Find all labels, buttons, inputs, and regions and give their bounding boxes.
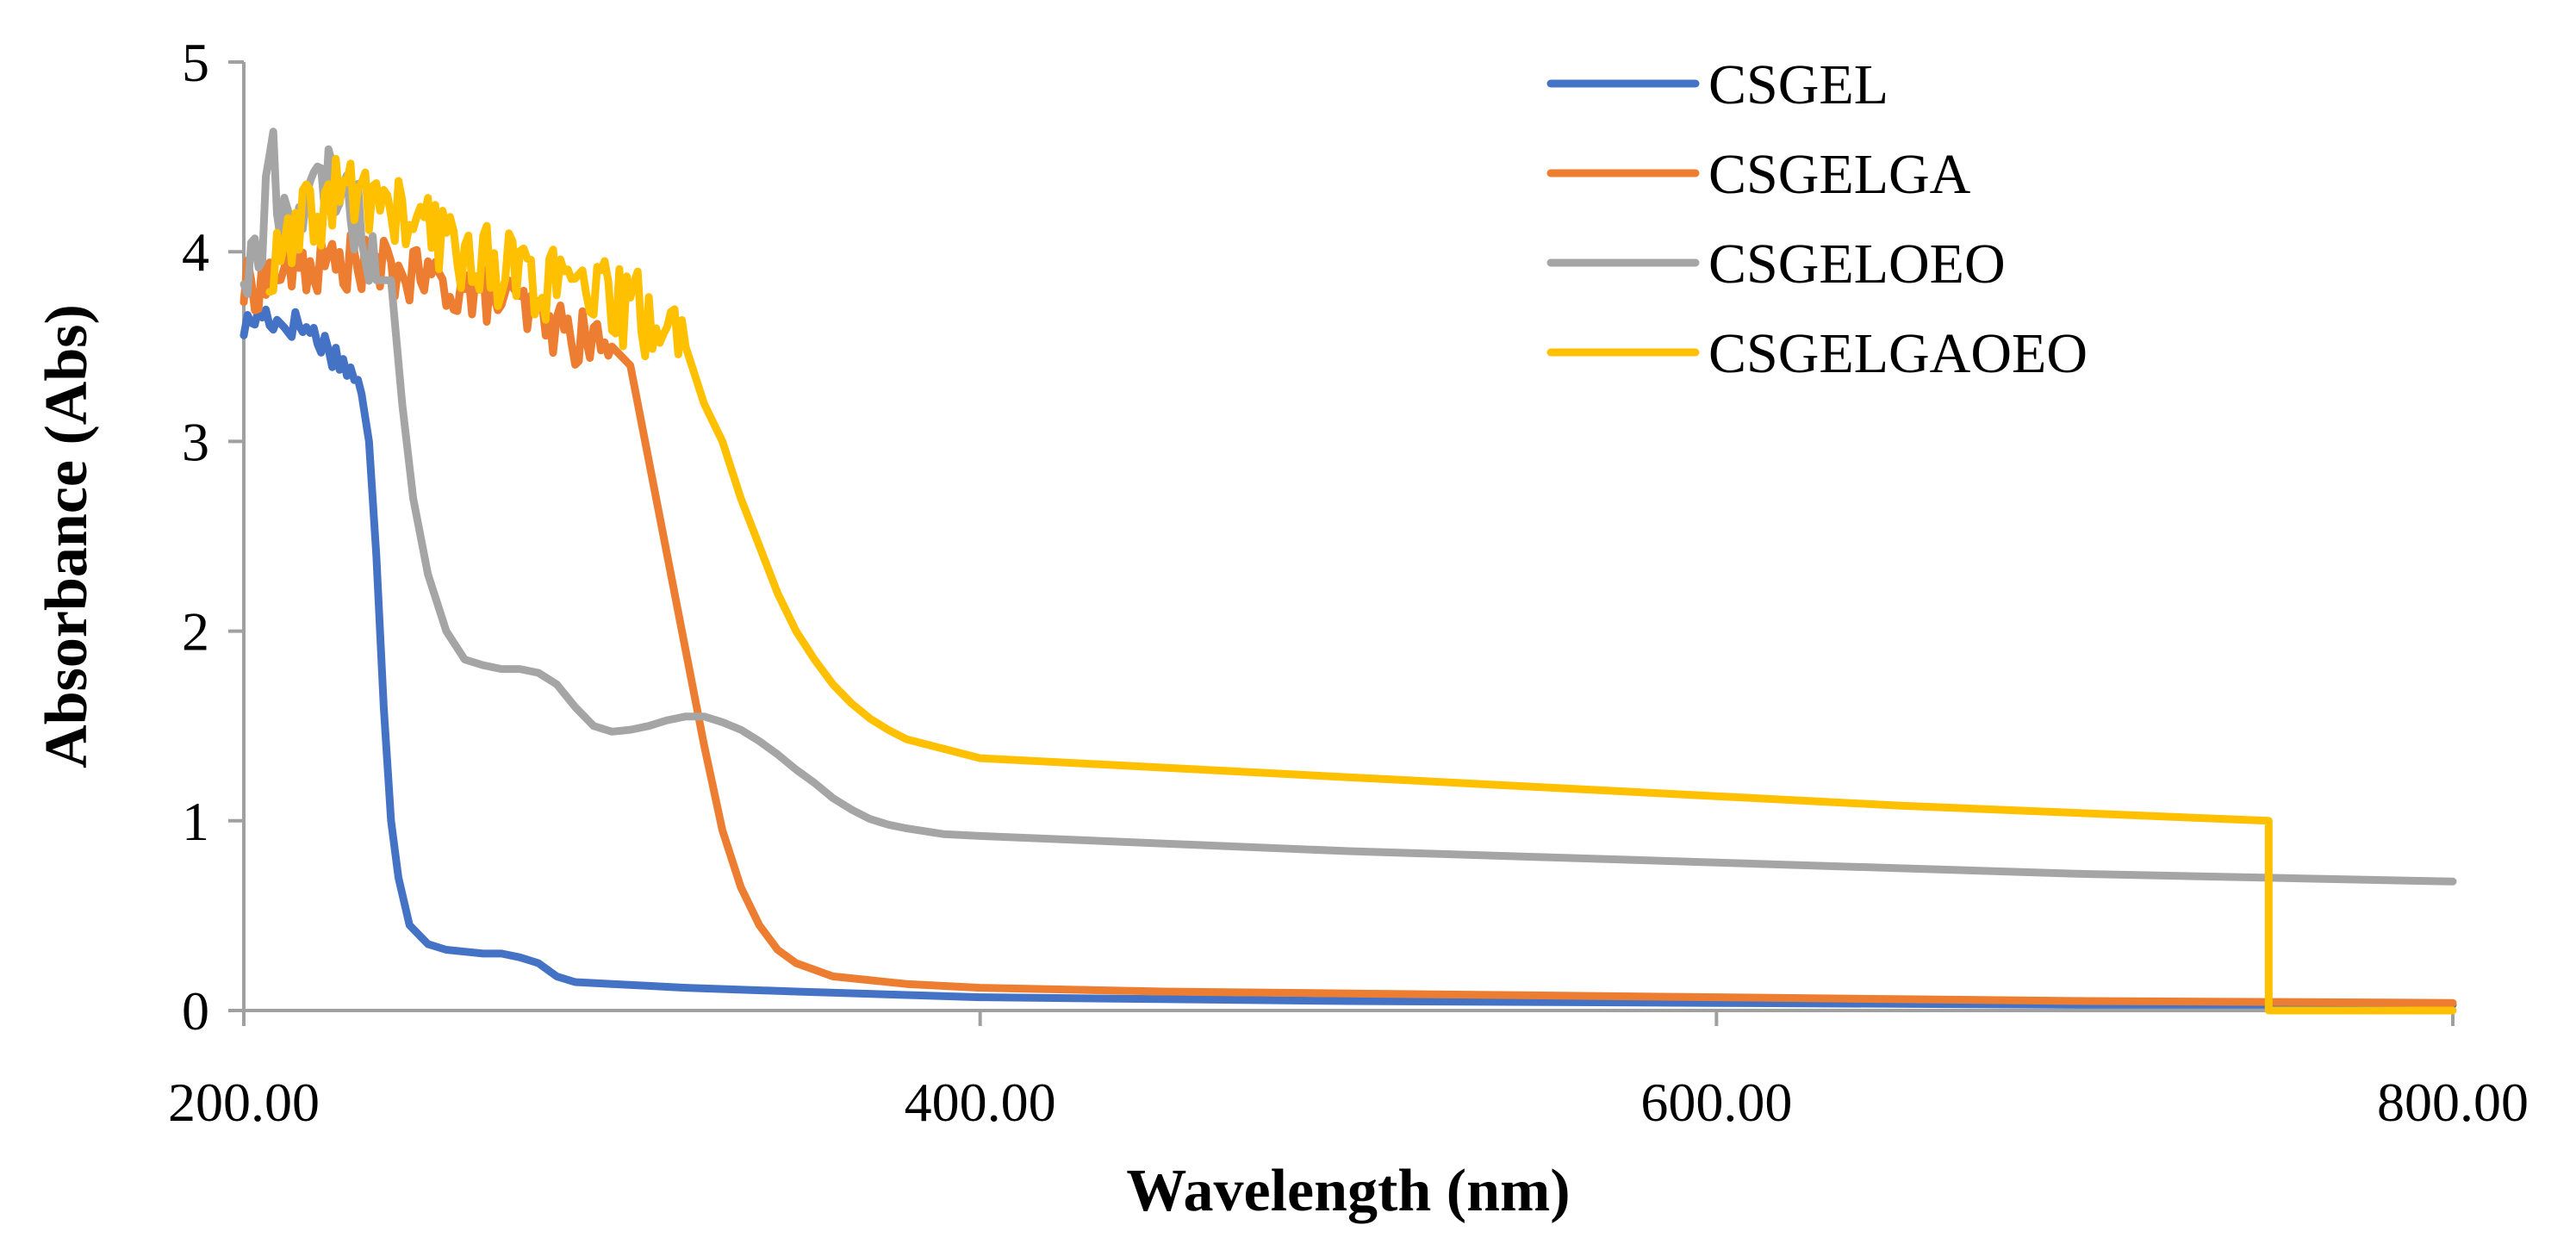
y-tick-label: 2	[182, 601, 209, 662]
y-tick-label: 3	[182, 411, 209, 472]
y-tick-label: 0	[182, 980, 209, 1042]
series-line-csgelgaoeo	[265, 154, 2457, 1015]
legend-label: CSGELGA	[1708, 143, 1971, 206]
x-tick-label: 400.00	[905, 1072, 1056, 1133]
series-line-csgeloeo	[240, 127, 2457, 886]
tick-labels: 0 1 2 3 4 5 200.00 400.00 600.00 800.00	[168, 32, 2529, 1133]
y-tick-label: 4	[182, 221, 209, 283]
y-axis-title: Absorbance (Abs)	[34, 304, 100, 768]
legend-label: CSGEL	[1708, 53, 1888, 116]
series-line-csgelga	[240, 230, 2457, 1007]
y-tick-label: 5	[182, 32, 209, 93]
legend-label: CSGELOEO	[1708, 233, 2006, 295]
x-tick-label: 800.00	[2377, 1072, 2529, 1133]
legend: CSGEL CSGELGA CSGELOEO CSGELGAOEO	[1546, 53, 2088, 385]
legend-label: CSGELGAOEO	[1708, 322, 2088, 385]
series-line-csgel	[240, 305, 2457, 1009]
x-tick-label: 200.00	[168, 1072, 320, 1133]
axes	[242, 62, 2453, 1012]
y-tick-label: 1	[182, 791, 209, 852]
tick-marks	[228, 60, 2455, 1026]
x-tick-label: 600.00	[1640, 1072, 1792, 1133]
x-axis-title: Wavelength (nm)	[1126, 1158, 1570, 1224]
series-lines	[240, 127, 2457, 1015]
